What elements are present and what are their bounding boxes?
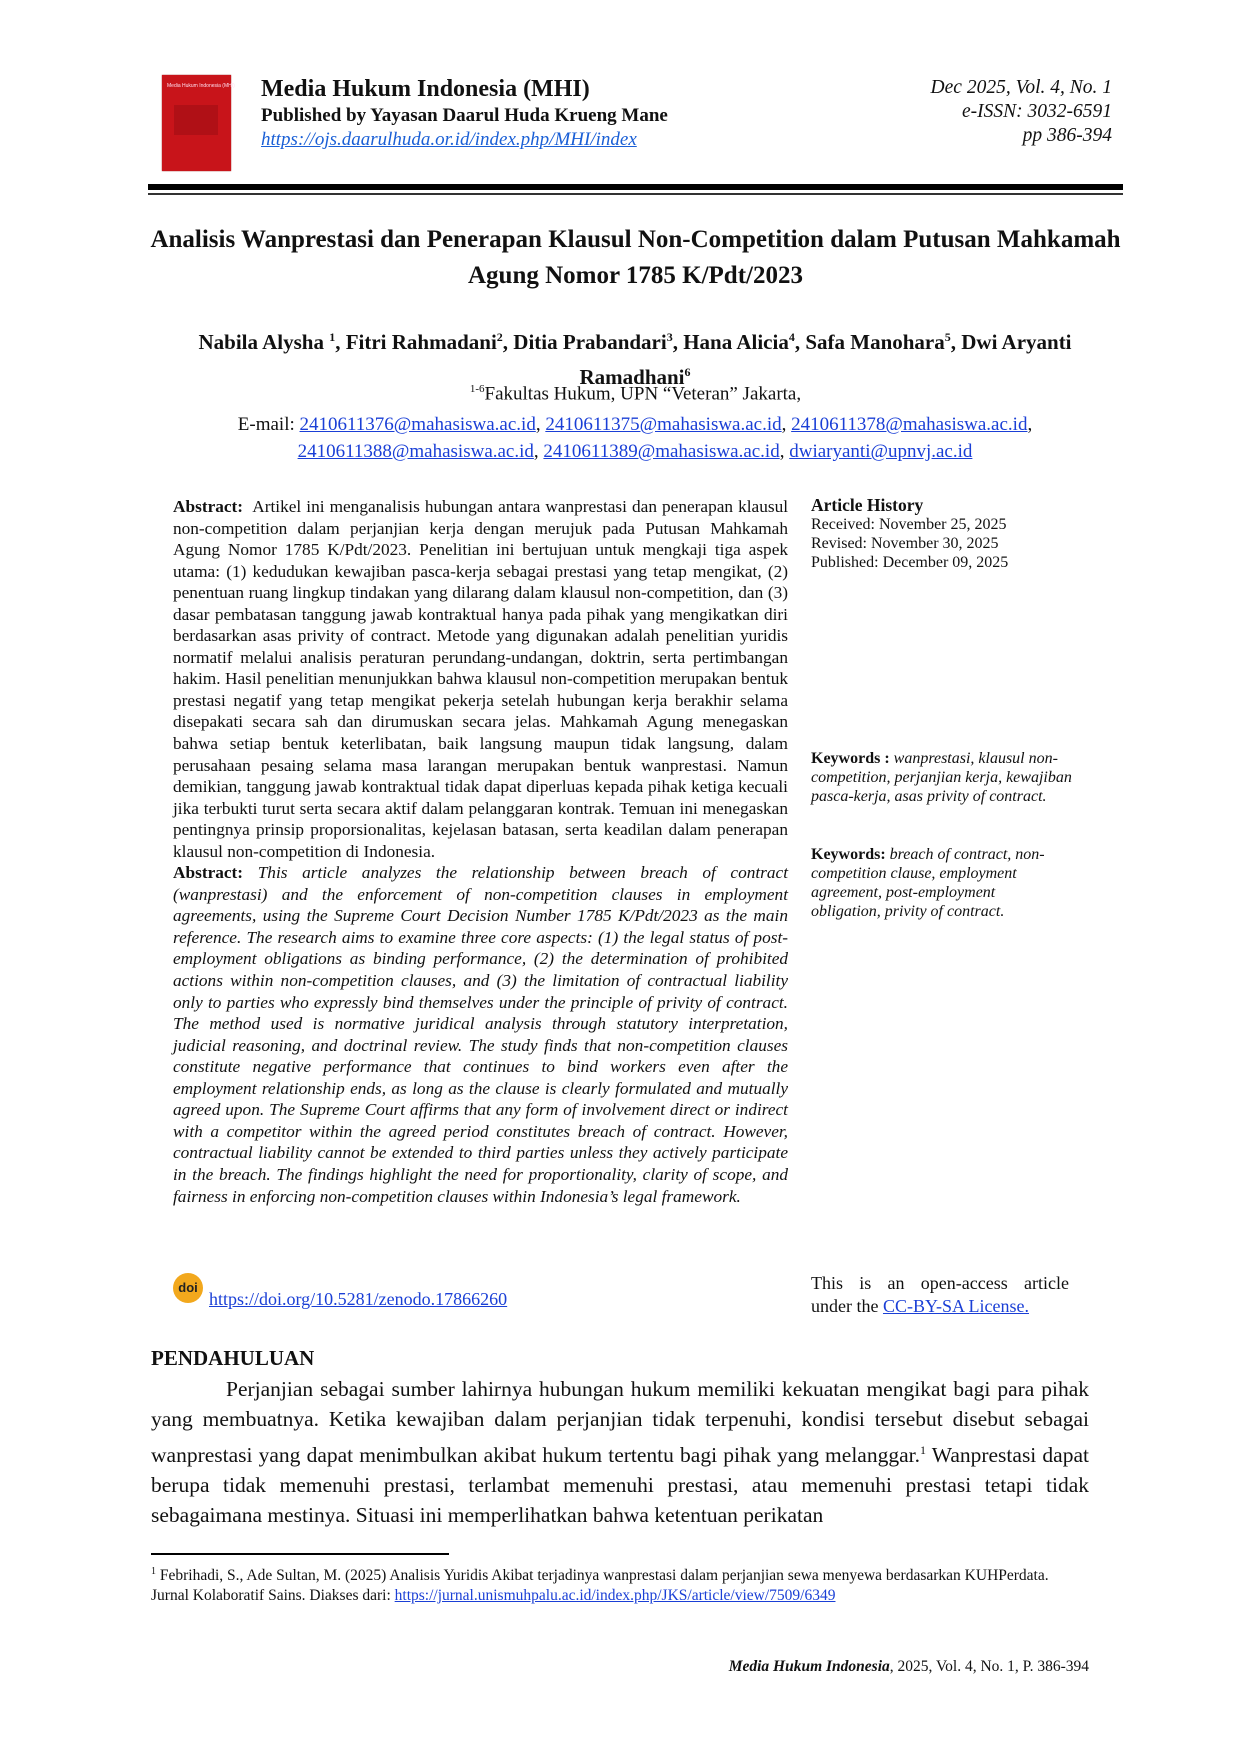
abstract-en: Abstract: This article analyzes the rela…: [173, 862, 788, 1207]
author: Ditia Prabandari: [513, 330, 667, 354]
cover-pattern: [174, 105, 218, 135]
abstract-label: Abstract:: [173, 497, 244, 516]
footer-journal: Media Hukum Indonesia: [728, 1658, 890, 1675]
license-link[interactable]: CC-BY-SA License.: [882, 1296, 1029, 1316]
paragraph-text: Perjanjian sebagai sumber lahirnya hubun…: [151, 1377, 1089, 1467]
author-sup: 4: [788, 330, 795, 344]
email-link[interactable]: 2410611389@mahasiswa.ac.id: [543, 441, 780, 462]
footer-info: , 2025, Vol. 4, No. 1, P. 386-394: [889, 1658, 1089, 1675]
pages: pp 386-394: [1022, 125, 1112, 146]
doi-icon: doi: [173, 1273, 203, 1303]
issue-meta: Dec 2025, Vol. 4, No. 1 e-ISSN: 3032-659…: [931, 76, 1112, 148]
keywords-text: wanprestasi, klausul non-competition, pe…: [811, 750, 1072, 805]
keywords-label: Keywords :: [811, 750, 894, 767]
author-sup: 3: [666, 330, 673, 344]
abstract-id: Abstract: Artikel ini menganalisis hubun…: [173, 496, 788, 862]
author-sup: 6: [684, 365, 691, 379]
keywords-label: Keywords:: [811, 846, 890, 863]
doi-link[interactable]: https://doi.org/10.5281/zenodo.17866260: [209, 1289, 508, 1309]
emails: E-mail: 2410611376@mahasiswa.ac.id, 2410…: [237, 414, 1033, 462]
page-footer: Media Hukum Indonesia, 2025, Vol. 4, No.…: [729, 1658, 1089, 1676]
issn: e-ISSN: 3032-6591: [961, 101, 1112, 122]
cover-title: Media Hukum Indonesia (MHI): [167, 83, 235, 89]
author-sup: 1: [329, 330, 336, 344]
keywords-text: breach of contract, non-competition clau…: [811, 846, 1045, 920]
footnote-link[interactable]: https://jurnal.unismuhpalu.ac.id/index.p…: [394, 1587, 836, 1605]
header-rule: [148, 184, 1123, 190]
authors: Nabila Alysha 1, Fitri Rahmadani2, Ditia…: [198, 330, 1072, 389]
keywords-id: Keywords : wanprestasi, klausul non-comp…: [811, 749, 1076, 806]
affiliation: 1-6Fakultas Hukum, UPN “Veteran” Jakarta…: [148, 383, 1123, 405]
journal-cover-image: Media Hukum Indonesia (MHI): [162, 75, 235, 171]
author-sup: 2: [496, 330, 503, 344]
issue: Dec 2025, Vol. 4, No. 1: [930, 77, 1112, 98]
affiliation-sup: 1-6: [469, 383, 485, 395]
received-date: Received: November 25, 2025: [811, 516, 1007, 533]
article-history: Article History Received: November 25, 2…: [811, 496, 1081, 572]
journal-url-link[interactable]: https://ojs.daarulhuda.or.id/index.php/M…: [261, 129, 637, 150]
abstract-en-label: Abstract:: [173, 863, 244, 883]
license-line: This is an open-access article: [811, 1273, 1069, 1293]
author: Nabila Alysha: [198, 330, 330, 354]
abstract-en-text: This article analyzes the relationship b…: [173, 863, 788, 1206]
keywords-en: Keywords: breach of contract, non-compet…: [811, 845, 1061, 921]
author: Dwi Aryanti Ramadhani: [579, 330, 1072, 389]
abstract-id-text: Artikel ini menganalisis hubungan antara…: [173, 497, 789, 861]
author: Hana Alicia: [683, 330, 789, 354]
journal-title: Media Hukum Indonesia (MHI): [261, 76, 590, 102]
affiliation-text: Fakultas Hukum, UPN “Veteran” Jakarta,: [484, 383, 802, 405]
email-link[interactable]: 2410611376@mahasiswa.ac.id: [299, 414, 536, 435]
footnote-rule: [151, 1553, 449, 1555]
footnote-text: Febrihadi, S., Ade Sultan, M. (2025) Ana…: [151, 1567, 1049, 1605]
footnote-ref[interactable]: 1: [919, 1442, 926, 1457]
paragraph-text: Wanprestasi dapat berupa tidak memenuhi …: [151, 1442, 1089, 1528]
revised-date: Revised: November 30, 2025: [811, 535, 999, 552]
publisher: Published by Yayasan Daarul Huda Krueng …: [261, 105, 668, 126]
footnote-number: 1: [151, 1566, 156, 1577]
email-label: E-mail:: [237, 414, 300, 435]
section-heading: PENDAHULUAN: [151, 1346, 315, 1370]
doi-row: doi https://doi.org/10.5281/zenodo.17866…: [173, 1273, 507, 1309]
license-prefix: under the: [811, 1296, 883, 1316]
author: Fitri Rahmadani: [345, 330, 497, 354]
abstract: Abstract: Artikel ini menganalisis hubun…: [173, 496, 788, 1207]
email-link[interactable]: 2410611375@mahasiswa.ac.id: [545, 414, 782, 435]
email-link[interactable]: dwiaryanti@upnvj.ac.id: [789, 441, 973, 462]
article-title: Analisis Wanprestasi dan Penerapan Klaus…: [150, 226, 1121, 289]
author: Safa Manohara: [805, 330, 945, 354]
intro-paragraph: Perjanjian sebagai sumber lahirnya hubun…: [151, 1374, 1089, 1531]
history-title: Article History: [811, 495, 924, 515]
published-date: Published: December 09, 2025: [811, 554, 1009, 571]
email-link[interactable]: 2410611388@mahasiswa.ac.id: [297, 441, 534, 462]
header-rule-thin: [148, 193, 1123, 195]
footnote: 1 Febrihadi, S., Ade Sultan, M. (2025) A…: [151, 1562, 1051, 1606]
license-note: This is an open-access article under the…: [811, 1272, 1069, 1318]
email-link[interactable]: 2410611378@mahasiswa.ac.id: [791, 414, 1028, 435]
author-sup: 5: [944, 330, 951, 344]
